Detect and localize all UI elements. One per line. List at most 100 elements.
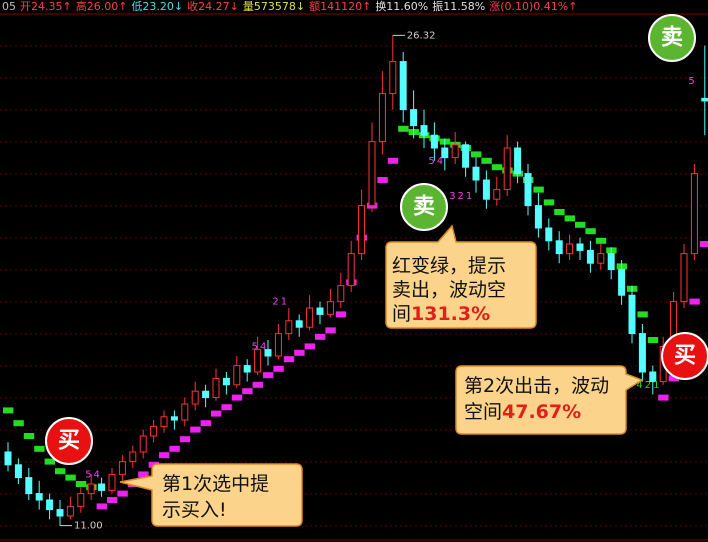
candle-body bbox=[389, 61, 397, 95]
candle-body bbox=[545, 227, 553, 242]
trend-step bbox=[471, 151, 482, 158]
extreme-label: 11.00 bbox=[74, 521, 103, 532]
candle-body bbox=[680, 253, 688, 303]
candle-body bbox=[586, 249, 594, 264]
count-label: 321 bbox=[449, 191, 474, 202]
callout-text: 红变绿，提示卖出，波动空间131.3% bbox=[392, 255, 506, 325]
candle-body bbox=[243, 365, 251, 373]
trend-step bbox=[231, 394, 243, 401]
candle-body bbox=[4, 451, 12, 466]
candle-body bbox=[25, 477, 33, 495]
candle-body bbox=[441, 147, 449, 159]
candle-body bbox=[274, 333, 282, 357]
candle-body bbox=[139, 435, 147, 453]
trend-step bbox=[699, 241, 708, 247]
buy-badge-text: 买 bbox=[674, 344, 696, 369]
header-item: 换11.60% bbox=[375, 0, 428, 13]
candle-body bbox=[493, 189, 501, 200]
candle-body bbox=[555, 240, 563, 255]
candle-body bbox=[514, 147, 522, 175]
trend-step bbox=[55, 468, 66, 475]
callout-text: 第1次选中提示买入! bbox=[162, 473, 269, 521]
candle-body bbox=[399, 61, 407, 111]
count-label: 54 bbox=[85, 469, 102, 480]
trend-step bbox=[200, 420, 211, 427]
trend-step bbox=[138, 471, 149, 478]
header-item: 开24.35↑ bbox=[20, 0, 72, 13]
candle-body bbox=[420, 125, 428, 136]
candle-body bbox=[77, 493, 85, 507]
candle-body bbox=[202, 390, 210, 399]
sell-badge-text: 卖 bbox=[413, 194, 435, 220]
count-label: 421 bbox=[636, 380, 661, 391]
trend-step bbox=[107, 497, 118, 503]
trend-step bbox=[533, 186, 544, 193]
count-label: 54 bbox=[252, 341, 269, 352]
candle-body bbox=[347, 253, 355, 287]
candle-body bbox=[337, 285, 345, 303]
candle-body bbox=[597, 253, 605, 264]
trend-step bbox=[3, 407, 14, 414]
header: 05 开24.35↑ 高26.00↑ 低23.20↓ 收24.27↓ 量573578↓ 额1… bbox=[2, 0, 577, 13]
buy-badge-text: 买 bbox=[58, 429, 80, 454]
candle-body bbox=[160, 416, 168, 427]
trend-step bbox=[273, 365, 284, 372]
callout bbox=[455, 365, 644, 435]
trend-step bbox=[585, 228, 596, 235]
trend-step bbox=[179, 436, 191, 443]
trend-step bbox=[564, 215, 575, 222]
candle-body bbox=[638, 333, 646, 373]
trend-step bbox=[34, 445, 45, 452]
candle-body bbox=[690, 173, 698, 255]
candle-body bbox=[462, 144, 470, 168]
trend-step bbox=[283, 356, 295, 363]
candle-body bbox=[378, 93, 386, 143]
trend-step bbox=[23, 433, 35, 439]
candle-body bbox=[295, 320, 303, 328]
trend-step bbox=[575, 221, 586, 228]
trend-step bbox=[117, 490, 128, 497]
candle-body bbox=[285, 320, 293, 335]
candle-body bbox=[35, 493, 43, 501]
trend-step bbox=[689, 298, 700, 305]
candle-body bbox=[326, 301, 334, 315]
candle-body bbox=[482, 179, 490, 200]
header-item: 额141120↑ bbox=[309, 0, 371, 13]
trend-step bbox=[13, 420, 24, 427]
candle-body bbox=[701, 97, 708, 102]
candle-body bbox=[576, 243, 584, 251]
trend-step bbox=[637, 311, 648, 318]
candle-body bbox=[524, 173, 532, 207]
trend-step bbox=[304, 343, 315, 350]
buy-badge bbox=[45, 417, 93, 465]
trend-step bbox=[252, 381, 263, 388]
candle-body bbox=[430, 134, 438, 149]
sell-badge bbox=[400, 183, 448, 231]
candle-body bbox=[181, 403, 189, 421]
trend-step bbox=[543, 199, 555, 206]
trend-step bbox=[211, 410, 222, 417]
sell-badge bbox=[648, 14, 696, 62]
header-item: 收24.27↓ bbox=[187, 0, 239, 13]
trend-step bbox=[335, 311, 347, 318]
candle-body bbox=[410, 109, 418, 127]
candle-body bbox=[212, 377, 220, 399]
buy-badge bbox=[661, 332, 708, 380]
trend-step bbox=[159, 452, 170, 459]
candle-body bbox=[566, 243, 574, 255]
candle-body bbox=[222, 377, 230, 386]
candle-body bbox=[472, 166, 480, 181]
candle-body bbox=[618, 269, 626, 296]
candle-body bbox=[254, 349, 262, 373]
candle-body bbox=[14, 464, 22, 479]
candle-body bbox=[316, 307, 324, 315]
header-item: 涨(0.10)0.41%↑ bbox=[489, 0, 577, 13]
candle-body bbox=[118, 461, 126, 475]
candle-body bbox=[368, 141, 376, 207]
trend-step bbox=[668, 375, 679, 382]
callout bbox=[119, 463, 303, 527]
candle-body bbox=[170, 416, 178, 421]
candle-body bbox=[46, 499, 54, 511]
candle-body bbox=[150, 425, 158, 437]
candle-body bbox=[649, 371, 657, 383]
